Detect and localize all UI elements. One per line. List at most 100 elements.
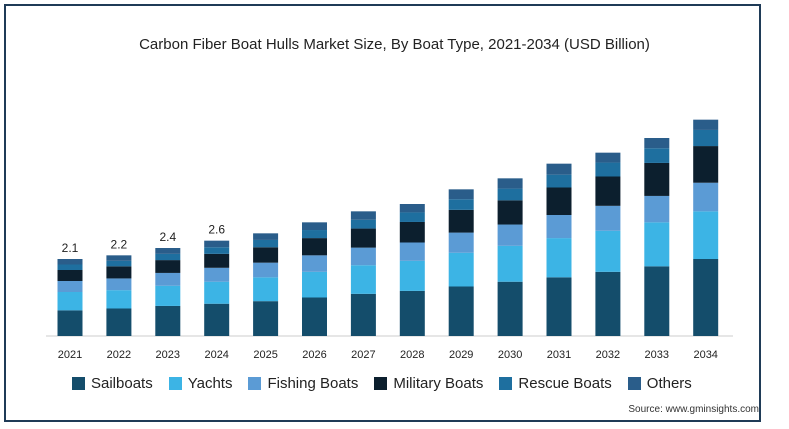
bar-segment-others-2026 (302, 222, 327, 231)
bar-segment-fishing-boats-2030 (497, 224, 523, 246)
x-tick-label-2034: 2034 (693, 349, 717, 361)
legend-item-military-boats: Military Boats (374, 375, 483, 392)
legend-label: Fishing Boats (267, 375, 359, 392)
bar-segment-military-boats-2028 (399, 221, 425, 243)
total-label-2022: 2.2 (111, 237, 128, 251)
bar-segment-sailboats-2028 (399, 290, 425, 336)
bar-segment-others-2034 (693, 119, 719, 130)
bar-segment-rescue-boats-2027 (350, 219, 376, 229)
legend-item-sailboats: Sailboats (72, 375, 153, 392)
bar-segment-yachts-2021 (57, 292, 83, 311)
bar-segment-others-2025 (253, 233, 279, 240)
bar-segment-rescue-boats-2031 (546, 174, 572, 188)
bar-segment-others-2024 (204, 240, 230, 248)
x-tick-label-2028: 2028 (400, 349, 424, 361)
bar-segment-fishing-boats-2022 (106, 278, 132, 291)
bar-segment-military-boats-2025 (253, 247, 279, 263)
bar-segment-fishing-boats-2026 (302, 255, 327, 272)
bar-segment-others-2027 (350, 211, 376, 220)
bar-segment-others-2022 (106, 255, 132, 261)
x-tick-label-2033: 2033 (645, 349, 669, 361)
bar-segment-rescue-boats-2028 (399, 212, 425, 222)
chart-title: Carbon Fiber Boat Hulls Market Size, By … (139, 36, 650, 53)
bar-segment-sailboats-2023 (155, 305, 181, 336)
bar-segment-fishing-boats-2021 (57, 281, 83, 292)
bar-segment-sailboats-2027 (350, 293, 376, 336)
bar-segment-fishing-boats-2034 (693, 182, 719, 212)
bar-segment-yachts-2026 (302, 271, 327, 298)
bar-segment-rescue-boats-2032 (595, 162, 621, 177)
bar-segment-yachts-2029 (448, 252, 474, 287)
bar-segment-yachts-2023 (155, 285, 181, 306)
x-tick-label-2032: 2032 (596, 349, 620, 361)
bar-segment-military-boats-2024 (204, 253, 230, 268)
bar-segment-rescue-boats-2025 (253, 239, 279, 248)
bar-segment-military-boats-2033 (644, 162, 670, 196)
bar-segment-yachts-2031 (546, 238, 572, 278)
legend-swatch (248, 377, 262, 390)
legend-item-fishing-boats: Fishing Boats (248, 375, 358, 392)
bar-segment-others-2032 (595, 152, 621, 163)
bar-segment-fishing-boats-2028 (399, 242, 425, 261)
bar-segment-yachts-2024 (204, 281, 230, 304)
bar-segment-rescue-boats-2022 (106, 260, 132, 267)
bar-segment-military-boats-2029 (448, 209, 474, 233)
total-label-2023: 2.4 (159, 230, 176, 244)
bar-segment-sailboats-2022 (106, 308, 132, 336)
bar-segment-sailboats-2034 (693, 259, 719, 336)
bar-segment-rescue-boats-2034 (693, 129, 719, 147)
x-tick-label-2029: 2029 (449, 349, 473, 361)
total-label-2021: 2.1 (62, 241, 79, 255)
bar-segment-fishing-boats-2029 (448, 232, 474, 253)
bar-segment-sailboats-2031 (546, 277, 572, 336)
bar-segment-fishing-boats-2033 (644, 195, 670, 223)
bar-segment-yachts-2022 (106, 290, 132, 309)
x-tick-label-2021: 2021 (58, 349, 82, 361)
x-tick-label-2031: 2031 (547, 349, 571, 361)
bar-segment-others-2030 (497, 178, 523, 189)
legend-label: Yachts (187, 375, 233, 392)
x-tick-label-2025: 2025 (253, 349, 277, 361)
bar-segment-military-boats-2031 (546, 187, 572, 215)
chart-legend: Sailboats Yachts Fishing Boats Military Boa… (72, 375, 692, 392)
legend-swatch (627, 377, 641, 390)
bar-segment-military-boats-2026 (302, 238, 327, 256)
legend-swatch (72, 377, 85, 390)
legend-swatch (499, 377, 513, 390)
source-note: Source: www.gminsights.com (628, 404, 759, 415)
bar-segment-yachts-2033 (644, 222, 670, 267)
bar-segment-fishing-boats-2024 (204, 267, 230, 282)
legend-label: Others (646, 375, 692, 392)
bar-segment-fishing-boats-2023 (155, 272, 181, 286)
bar-segment-rescue-boats-2026 (302, 230, 327, 239)
bar-segment-sailboats-2032 (595, 271, 621, 336)
x-tick-label-2024: 2024 (204, 349, 228, 361)
legend-item-others: Others (627, 375, 692, 392)
bar-segment-sailboats-2024 (204, 303, 230, 336)
bar-segment-military-boats-2032 (595, 176, 621, 206)
bar-segment-military-boats-2030 (497, 200, 523, 225)
bar-segment-military-boats-2023 (155, 260, 181, 273)
bar-segment-sailboats-2029 (448, 286, 474, 336)
bar-segment-yachts-2030 (497, 245, 523, 282)
bar-segment-rescue-boats-2030 (497, 188, 523, 201)
bar-segment-fishing-boats-2027 (350, 247, 376, 266)
legend-swatch (168, 377, 182, 390)
bar-segment-yachts-2025 (253, 277, 279, 302)
bar-segment-military-boats-2021 (57, 270, 83, 281)
legend-label: Rescue Boats (518, 375, 612, 392)
bar-segment-others-2028 (399, 204, 425, 213)
x-tick-label-2022: 2022 (107, 349, 131, 361)
legend-swatch (374, 377, 388, 390)
bar-segment-others-2031 (546, 163, 572, 175)
legend-label: Military Boats (393, 375, 484, 392)
bar-segment-rescue-boats-2023 (155, 253, 181, 261)
bar-segment-rescue-boats-2029 (448, 199, 474, 210)
bar-segment-sailboats-2030 (497, 281, 523, 336)
bar-segment-fishing-boats-2031 (546, 215, 572, 239)
bar-segment-yachts-2034 (693, 211, 719, 259)
bar-segment-military-boats-2022 (106, 266, 132, 279)
bar-segment-rescue-boats-2024 (204, 247, 230, 254)
total-label-2024: 2.6 (208, 223, 225, 237)
